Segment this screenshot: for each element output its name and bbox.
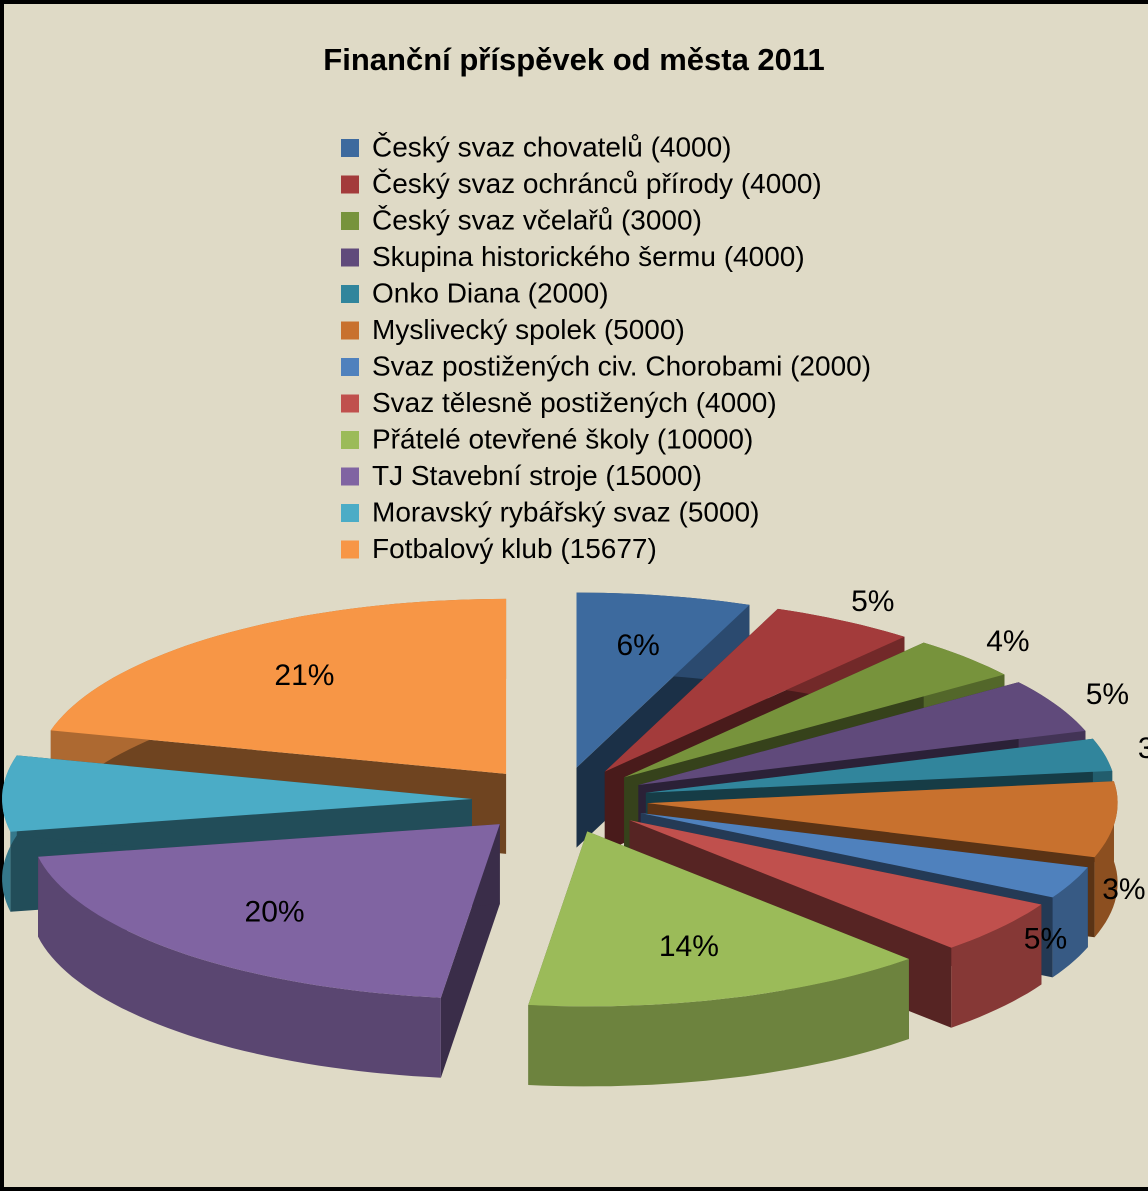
data-label: 5% <box>1086 678 1129 711</box>
legend-label: Myslivecký spolek (5000) <box>372 314 685 345</box>
slice-side <box>38 856 441 1078</box>
slice-top <box>640 813 1088 898</box>
legend-swatch <box>341 248 359 267</box>
legend-label: Český svaz včelařů (3000) <box>372 204 702 235</box>
legend-label: Svaz postižených civ. Chorobami (2000) <box>372 350 871 381</box>
slice-top <box>645 738 1113 793</box>
slice-top <box>576 592 750 768</box>
legend-label: Svaz tělesně postižených (4000) <box>372 387 777 418</box>
slice-top <box>2 755 472 832</box>
slice-top <box>528 831 909 1007</box>
legend-label: Český svaz ochránců přírody (4000) <box>372 168 822 199</box>
legend-swatch <box>341 358 359 376</box>
slice-side <box>1052 867 1088 978</box>
legend-label: Český svaz chovatelů (4000) <box>372 131 732 162</box>
data-label: 5% <box>851 585 894 618</box>
pie-slice <box>38 824 500 1078</box>
slice-side <box>1094 781 1118 938</box>
slice-top <box>629 820 1042 948</box>
slice-side <box>951 904 1042 1028</box>
legend-swatch <box>341 540 359 559</box>
legend-swatch <box>341 285 359 303</box>
legend-label: Přátelé otevřené školy (10000) <box>372 423 753 454</box>
legend-swatch <box>341 175 359 194</box>
legend-swatch <box>341 139 359 157</box>
chart-title: Finanční příspěvek od města 2011 <box>323 42 824 77</box>
slice-top <box>50 598 507 774</box>
data-label: 20% <box>245 895 305 928</box>
data-label: 3% <box>1138 732 1148 765</box>
legend-swatch <box>341 321 359 340</box>
data-label: 14% <box>659 930 719 963</box>
data-label: 21% <box>274 659 334 692</box>
data-label: 6% <box>616 629 659 662</box>
legend-label: Fotbalový klub (15677) <box>372 533 657 564</box>
legend-swatch <box>341 394 359 413</box>
data-label: 4% <box>986 625 1029 658</box>
legend-label: Skupina historického šermu (4000) <box>372 241 805 272</box>
legend-label: TJ Stavební stroje (15000) <box>372 460 702 491</box>
legend-swatch <box>341 467 359 486</box>
legend-swatch <box>341 212 359 230</box>
legend-label: Onko Diana (2000) <box>372 277 609 308</box>
slice-top <box>38 824 500 998</box>
slice-top <box>638 682 1086 785</box>
data-label: 3% <box>1102 873 1145 906</box>
data-label: 5% <box>1024 922 1067 955</box>
pie-slice <box>528 831 909 1087</box>
slice-top <box>624 642 1005 778</box>
slice-side <box>528 959 909 1087</box>
slice-top <box>647 781 1118 858</box>
legend-swatch <box>341 504 359 522</box>
legend-swatch <box>341 431 359 449</box>
slice-top <box>604 608 905 772</box>
legend-label: Moravský rybářský svaz (5000) <box>372 496 759 527</box>
